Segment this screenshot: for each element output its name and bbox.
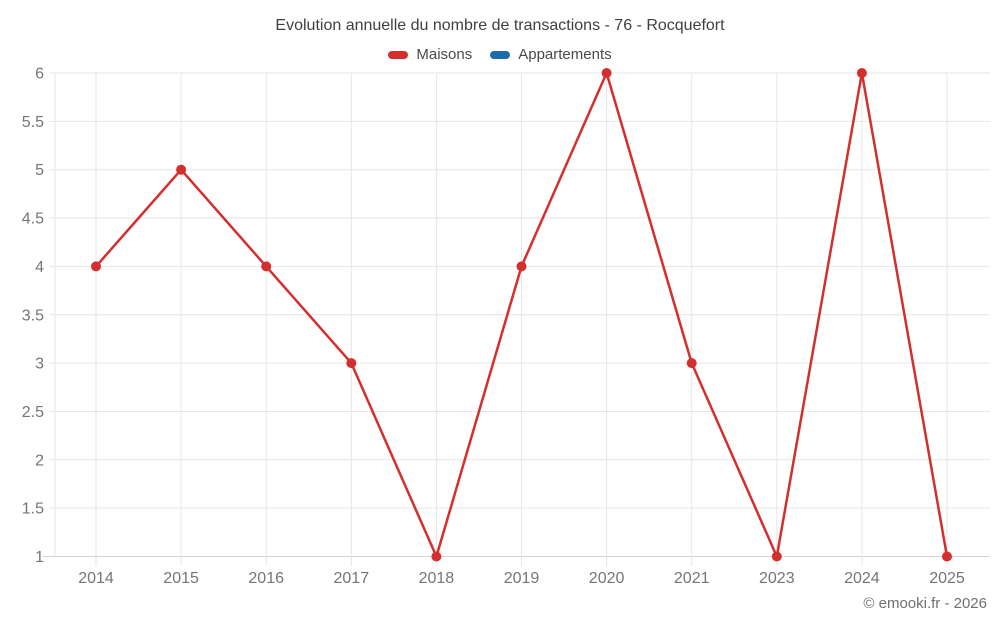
legend-item-maisons[interactable]: Maisons [388,46,472,63]
data-point-maisons-2025[interactable] [942,551,952,562]
x-tick-label-2016: 2016 [248,570,284,587]
y-tick-label: 1 [35,549,44,566]
x-tick-label-2019: 2019 [504,570,540,587]
data-point-maisons-2015[interactable] [176,164,187,175]
data-point-maisons-2021[interactable] [686,358,697,369]
y-tick-label: 4.5 [22,211,44,228]
chart-title: Evolution annuelle du nombre de transact… [275,17,725,34]
chart-legend: Maisons Appartements [0,46,1000,63]
y-tick-label: 1.5 [22,501,44,518]
data-point-maisons-2014[interactable] [91,261,101,272]
data-point-maisons-2024[interactable] [856,68,867,78]
y-tick-label: 5 [35,162,44,179]
x-tick-label-2025: 2025 [929,570,965,587]
legend-label-maisons: Maisons [416,46,473,63]
data-point-maisons-2020[interactable] [601,68,612,78]
x-tick-label-2024: 2024 [844,570,880,587]
data-point-maisons-2017[interactable] [346,358,357,369]
appartements-series-swatch-icon [490,50,511,59]
x-tick-label-2017: 2017 [334,570,370,587]
y-tick-label: 3.5 [22,307,44,324]
legend-label-appartements: Appartements [518,46,612,63]
x-tick-label-2021: 2021 [674,570,710,587]
x-tick-label-2015: 2015 [163,570,199,587]
y-tick-label: 4 [35,259,44,276]
data-point-maisons-2019[interactable] [516,261,527,272]
data-point-maisons-2018[interactable] [431,551,442,562]
y-tick-label: 3 [35,356,44,373]
data-point-maisons-2016[interactable] [261,261,272,272]
maisons-series-swatch-icon [388,50,409,59]
x-tick-label-2018: 2018 [419,570,455,587]
x-tick-label-2023: 2023 [759,570,795,587]
data-point-maisons-2023[interactable] [771,551,782,562]
y-tick-label: 2 [35,452,44,469]
legend-item-appartements[interactable]: Appartements [490,46,612,63]
y-tick-label: 5.5 [22,114,44,131]
x-tick-label-2014: 2014 [78,570,114,587]
copyright: © emooki.fr - 2026 [863,595,987,612]
y-tick-label: 6 [35,66,44,83]
x-tick-label-2020: 2020 [589,570,625,587]
y-tick-label: 2.5 [22,404,44,421]
